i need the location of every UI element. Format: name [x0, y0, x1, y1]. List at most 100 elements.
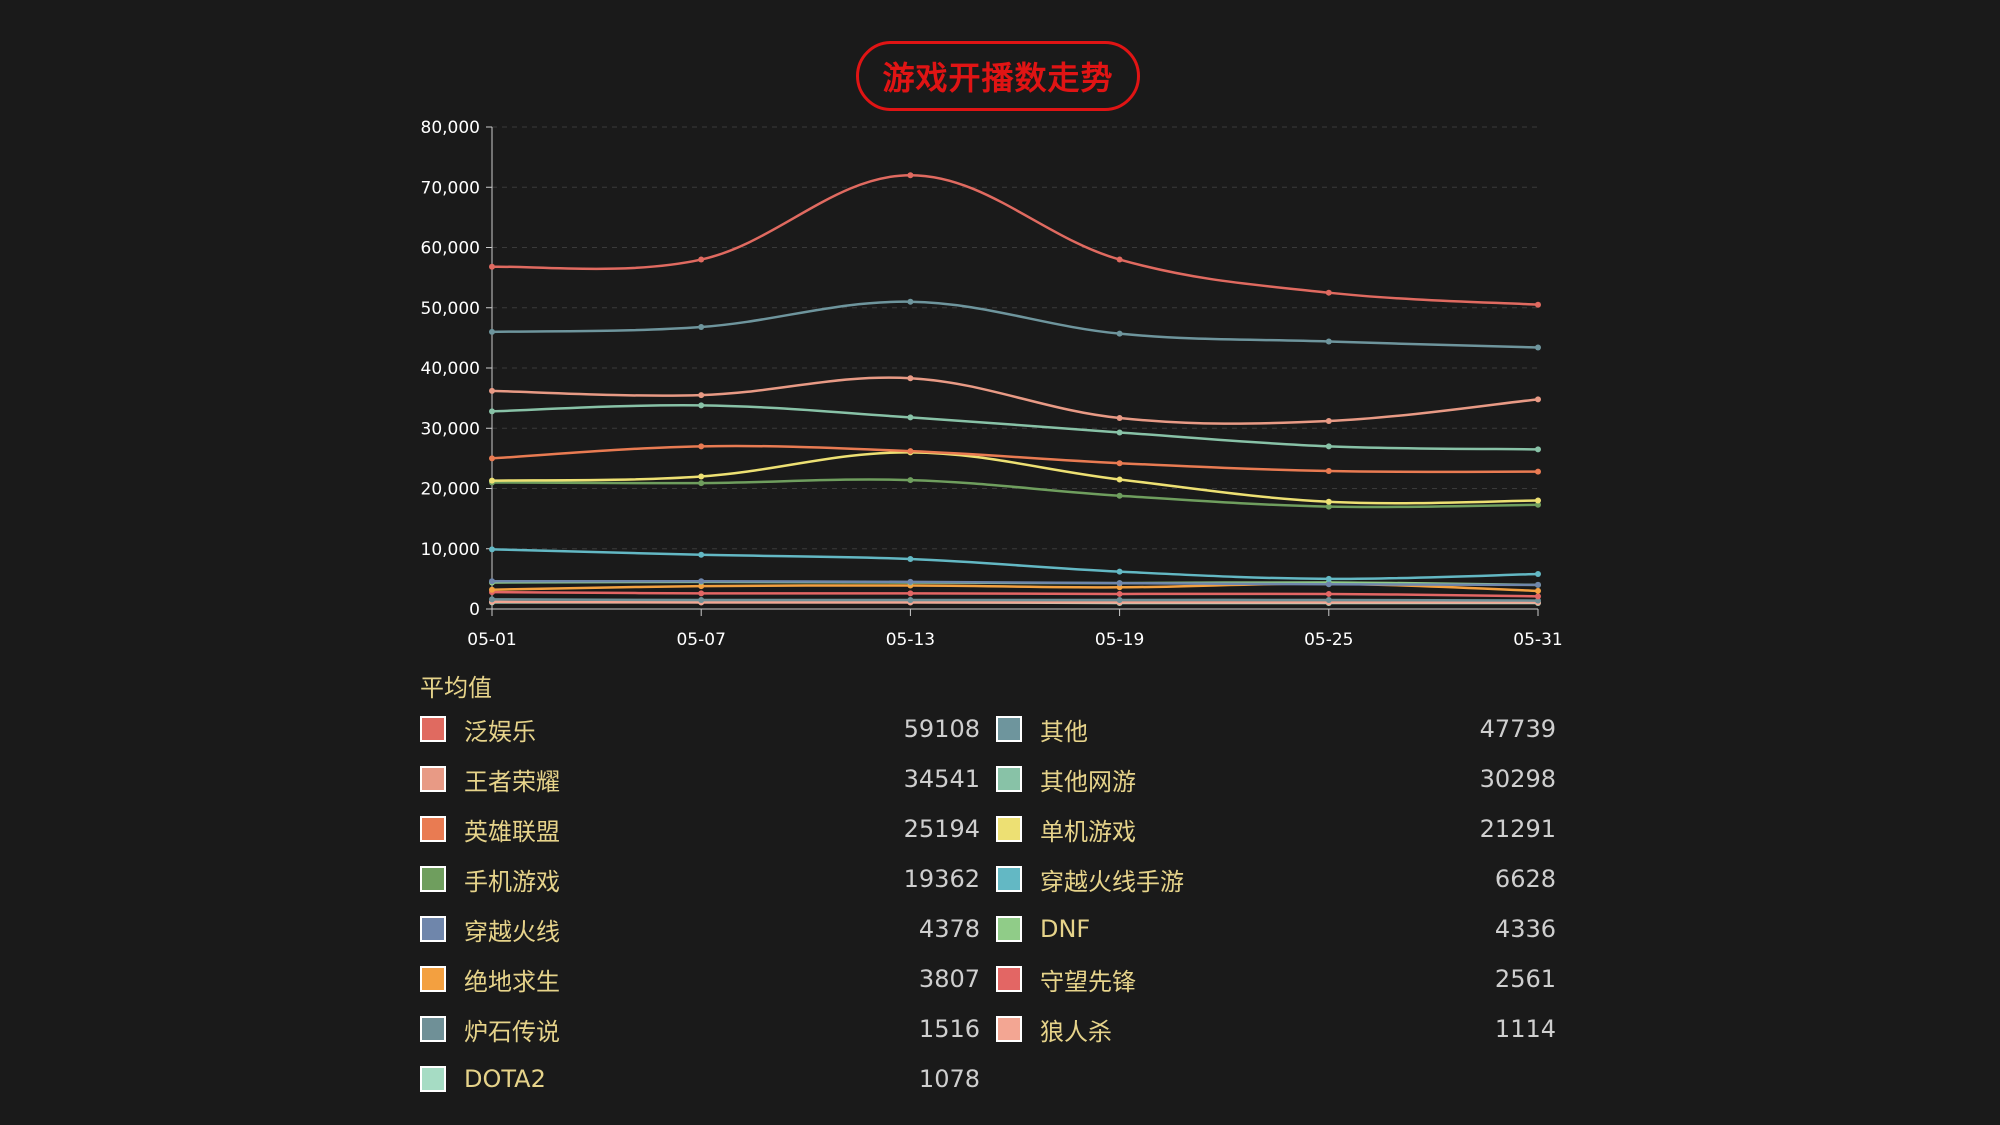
series-line: [491, 590, 1539, 598]
legend-average-value: 47739: [1479, 715, 1556, 743]
series-point: [698, 551, 705, 558]
series-point: [1535, 587, 1541, 594]
series-point: [907, 414, 914, 421]
legend: 泛娱乐 59108 其他 47739 王者荣耀 34541 其他网游 30298 英雄联盟 251…: [420, 712, 1560, 1112]
y-tick-label: 20,000: [421, 480, 480, 500]
series-point: [1116, 568, 1123, 575]
legend-swatch: [420, 966, 446, 992]
legend-name: 绝地求生: [464, 967, 560, 996]
series-point: [1535, 301, 1541, 308]
series-point: [1325, 289, 1332, 296]
legend-item[interactable]: 绝地求生 3807: [420, 962, 980, 996]
legend-swatch: [996, 716, 1022, 742]
legend-item[interactable]: 穿越火线手游 6628: [996, 862, 1556, 896]
series-point: [698, 392, 705, 399]
series-point: [907, 596, 914, 603]
legend-average-value: 3807: [918, 965, 980, 993]
chart-title: 游戏开播数走势: [856, 41, 1140, 111]
series-point: [1325, 468, 1332, 475]
legend-swatch: [420, 716, 446, 742]
legend-average-value: 1114: [1494, 1015, 1556, 1043]
legend-average-value: 59108: [903, 715, 980, 743]
legend-item[interactable]: DOTA2 1078: [420, 1062, 980, 1096]
series-point: [1535, 593, 1541, 600]
legend-name: 手机游戏: [464, 867, 560, 896]
series-point: [1116, 590, 1123, 597]
legend-item[interactable]: 守望先锋 2561: [996, 962, 1556, 996]
series-point: [1116, 415, 1123, 422]
series-point: [1116, 580, 1123, 587]
legend-name: 穿越火线手游: [1040, 867, 1184, 896]
legend-item[interactable]: 手机游戏 19362: [420, 862, 980, 896]
legend-swatch: [420, 1016, 446, 1042]
series-point: [907, 172, 914, 179]
legend-name: DNF: [1040, 915, 1091, 943]
series-line: [491, 451, 1539, 505]
legend-swatch: [996, 816, 1022, 842]
legend-swatch: [420, 866, 446, 892]
legend-name: 王者荣耀: [464, 767, 560, 796]
legend-swatch: [420, 766, 446, 792]
series-point: [907, 555, 914, 562]
x-tick-label: 05-01: [467, 630, 516, 650]
series-point: [1325, 418, 1332, 425]
series-line: [491, 376, 1539, 425]
series-point: [698, 443, 705, 450]
series-point: [489, 455, 495, 462]
series-line: [491, 478, 1539, 509]
series-line: [491, 173, 1539, 306]
series-point: [489, 263, 495, 270]
legend-name: 英雄联盟: [464, 817, 560, 846]
legend-average-value: 6628: [1494, 865, 1556, 893]
series-point: [1116, 256, 1123, 263]
y-tick-label: 50,000: [421, 299, 480, 319]
y-tick-label: 10,000: [421, 540, 480, 560]
series-line: [491, 548, 1539, 581]
series-point: [698, 324, 705, 331]
legend-item[interactable]: 其他 47739: [996, 712, 1556, 746]
y-tick-label: 60,000: [421, 239, 480, 259]
series-point: [907, 448, 914, 455]
legend-item[interactable]: 泛娱乐 59108: [420, 712, 980, 746]
legend-average-value: 19362: [903, 865, 980, 893]
legend-average-value: 34541: [903, 765, 980, 793]
y-tick-label: 80,000: [421, 118, 480, 138]
x-tick-label: 05-07: [676, 630, 725, 650]
legend-swatch: [996, 966, 1022, 992]
series-point: [698, 590, 705, 597]
legend-item[interactable]: 单机游戏 21291: [996, 812, 1556, 846]
legend-average-value: 4378: [918, 915, 980, 943]
legend-item[interactable]: DNF 4336: [996, 912, 1556, 946]
series-line: [491, 403, 1539, 451]
legend-name: 炉石传说: [464, 1017, 560, 1046]
y-tick-label: 40,000: [421, 359, 480, 379]
series-point: [698, 473, 705, 480]
legend-average-value: 1078: [918, 1065, 980, 1093]
legend-swatch: [996, 1016, 1022, 1042]
legend-swatch: [996, 916, 1022, 942]
legend-name: 狼人杀: [1040, 1017, 1112, 1046]
legend-name: 单机游戏: [1040, 817, 1136, 846]
legend-swatch: [420, 916, 446, 942]
series-line: [491, 598, 1539, 602]
legend-item[interactable]: 其他网游 30298: [996, 762, 1556, 796]
series-point: [907, 298, 914, 305]
series-point: [1325, 575, 1332, 582]
legend-item[interactable]: 穿越火线 4378: [420, 912, 980, 946]
legend-swatch: [420, 1066, 446, 1092]
legend-swatch: [996, 766, 1022, 792]
legend-item[interactable]: 英雄联盟 25194: [420, 812, 980, 846]
legend-item[interactable]: 炉石传说 1516: [420, 1012, 980, 1046]
series-point: [1116, 476, 1123, 483]
series-point: [1116, 584, 1123, 591]
series-point: [489, 328, 495, 335]
legend-item[interactable]: 王者荣耀 34541: [420, 762, 980, 796]
legend-average-value: 21291: [1479, 815, 1556, 843]
series-point: [489, 596, 495, 603]
series-point: [1325, 503, 1332, 510]
series-point: [1535, 344, 1541, 351]
legend-item[interactable]: 狼人杀 1114: [996, 1012, 1556, 1046]
series-point: [489, 477, 495, 484]
series-point: [1535, 446, 1541, 453]
